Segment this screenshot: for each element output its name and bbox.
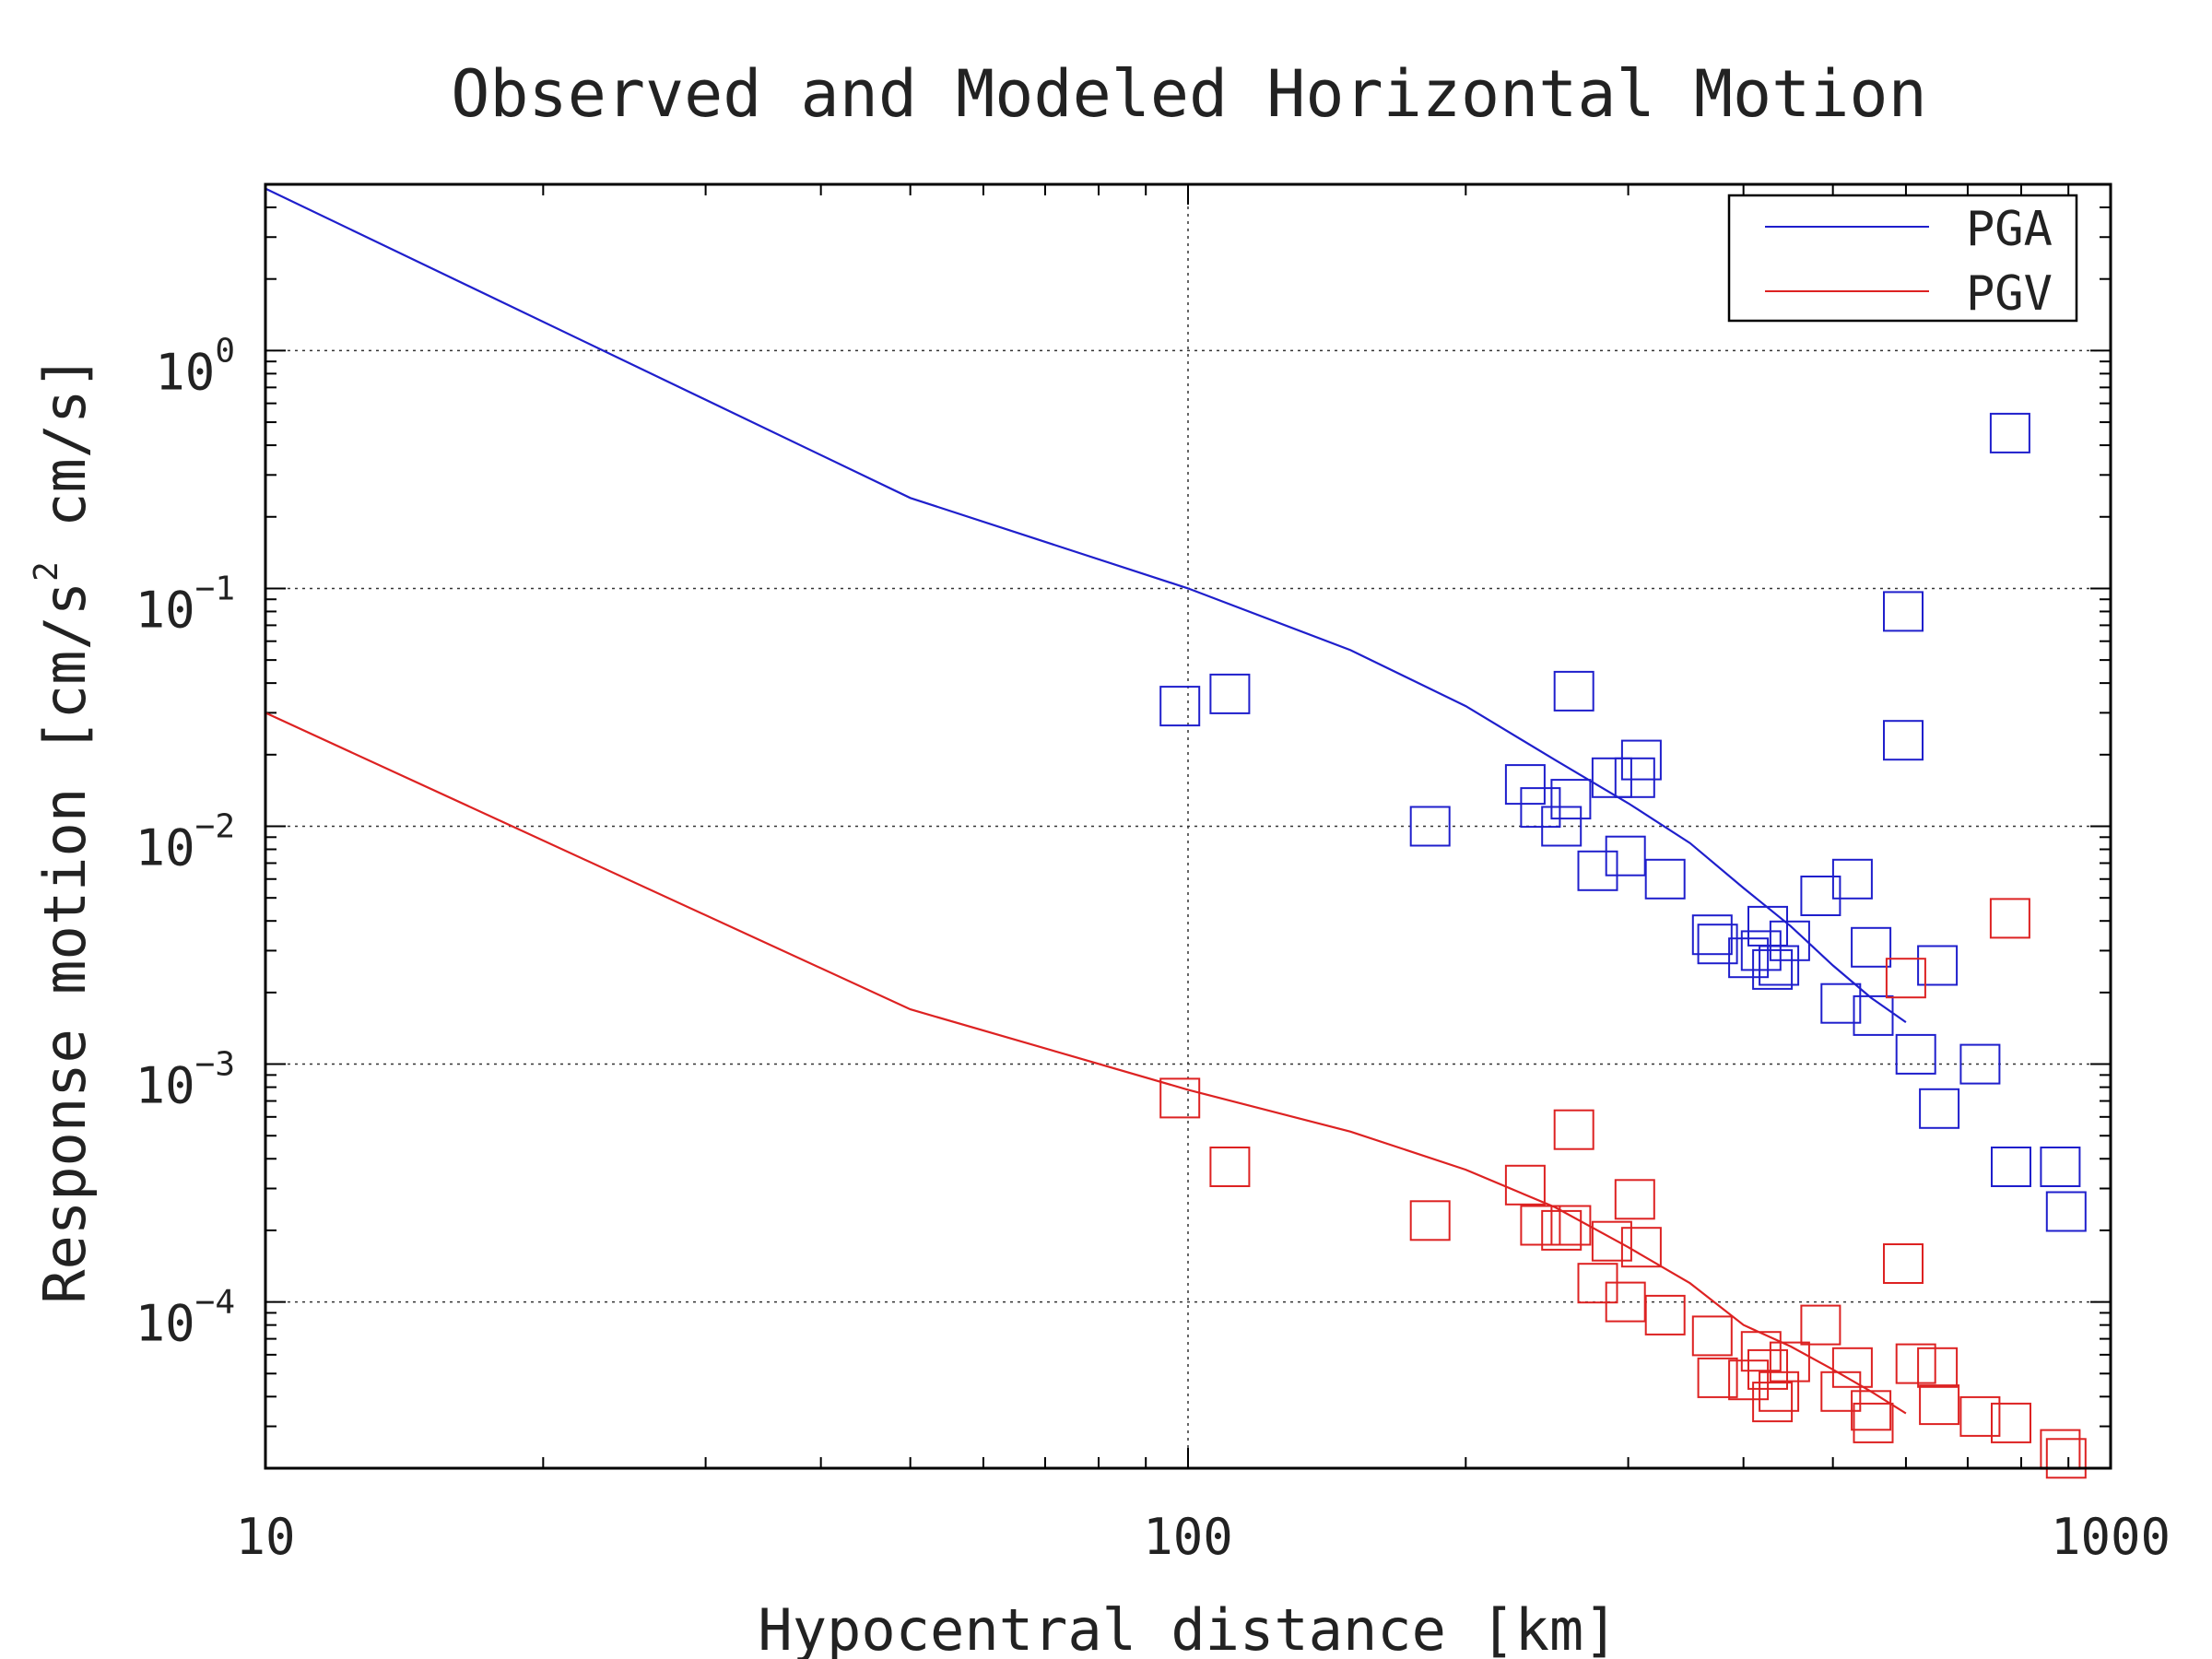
observed-marker [1800,1304,1841,1346]
observed-marker [1209,1147,1251,1187]
y-axis-title: Response motion [cm/s2 cm/s] [28,355,99,1304]
observed-marker [1883,591,1924,632]
observed-marker [1644,1294,1686,1335]
observed-marker [1989,412,2030,453]
legend-label-pga: PGA [1966,202,2053,257]
observed-marker [2045,1438,2087,1479]
observed-marker [1800,876,1841,916]
y-axis-title-prefix: Response motion [cm/s [31,582,99,1304]
observed-marker [1895,1033,1936,1075]
observed-marker [1991,1147,2031,1187]
model-line-pga [265,187,1907,1024]
observed-marker [1919,1384,1960,1426]
observed-marker [1553,1109,1594,1150]
observed-marker [1691,914,1733,956]
observed-marker [1591,1220,1632,1262]
observed-marker [1409,806,1451,847]
legend-box [1727,194,2078,323]
chart-title: Observed and Modeled Horizontal Motion [451,56,1926,132]
observed-marker [1853,994,1894,1036]
observed-marker [1691,1315,1733,1357]
observed-marker [1620,739,1662,781]
observed-marker [1550,779,1592,820]
observed-marker [1769,1341,1810,1382]
x-tick-labels: 10 100 1000 [235,1508,2171,1566]
observed-marker [1831,858,1873,900]
observed-marker [1851,926,1892,968]
series-layer [265,187,2087,1479]
observed-marker [1740,1331,1782,1372]
observed-marker [1577,850,1618,891]
observed-marker [1504,764,1546,806]
y-tick-label: 10−2 [135,808,235,877]
observed-marker [1620,1227,1662,1268]
y-tick-label: 10−1 [135,570,235,639]
observed-marker [2045,1191,2087,1232]
x-axis-title: Hypocentral distance [km] [758,1596,1618,1659]
observed-marker [1553,670,1594,712]
observed-marker [1520,1205,1561,1246]
observed-marker [1209,673,1251,714]
observed-marker [1614,1179,1655,1220]
observed-marker [1883,720,1924,761]
x-tick-label: 100 [1143,1508,1233,1566]
minor-ticks [265,184,2111,1468]
observed-marker [1759,945,1800,986]
observed-marker [1853,1402,1894,1443]
observed-marker [1885,958,1926,999]
observed-marker [1883,1243,1924,1284]
observed-marker [1769,920,1810,961]
observed-series [1159,898,2087,1479]
y-axis-title-suffix: cm/s] [31,355,99,561]
plot-frame [264,182,2112,1470]
legend: PGA PGV [1727,194,2078,323]
observed-marker [1409,1200,1451,1241]
y-tick-label: 10−4 [135,1284,235,1353]
observed-marker [1851,1390,1892,1431]
observed-marker [2040,1147,2081,1187]
observed-marker [1831,1347,1873,1388]
x-tick-label: 1000 [2051,1508,2171,1566]
y-tick-label: 100 [155,332,235,401]
observed-marker [1989,898,2030,939]
observed-marker [1959,1395,2001,1437]
y-tick-label: 10−3 [135,1046,235,1115]
y-axis-title-sup: 2 [28,561,65,582]
observed-marker [1159,1077,1201,1119]
observed-marker [1591,757,1632,798]
observed-marker [1605,835,1646,877]
observed-marker [1959,1043,2001,1085]
observed-marker [1917,945,1959,986]
observed-marker [1752,1382,1794,1423]
observed-marker [1752,948,1794,990]
observed-marker [1919,1088,1960,1129]
observed-marker [1917,1347,1959,1388]
observed-marker [1644,858,1686,900]
observed-marker [1747,1348,1788,1390]
observed-series [1159,412,2087,1232]
observed-marker [1550,1205,1592,1246]
observed-marker [1991,1402,2031,1443]
observed-marker [1541,1209,1583,1251]
observed-marker [1159,686,1201,727]
observed-marker [1759,1371,1800,1412]
y-tick-labels: 100 10−1 10−2 10−3 10−4 [135,332,235,1352]
observed-marker [1614,757,1655,798]
observed-marker [1504,1164,1546,1206]
observed-marker [1697,1357,1738,1398]
observed-marker [1820,982,1862,1024]
observed-marker [1541,806,1583,847]
x-tick-label: 10 [235,1508,295,1566]
observed-marker [1895,1343,1936,1384]
legend-label-pgv: PGV [1966,266,2053,322]
observed-marker [1697,924,1738,965]
